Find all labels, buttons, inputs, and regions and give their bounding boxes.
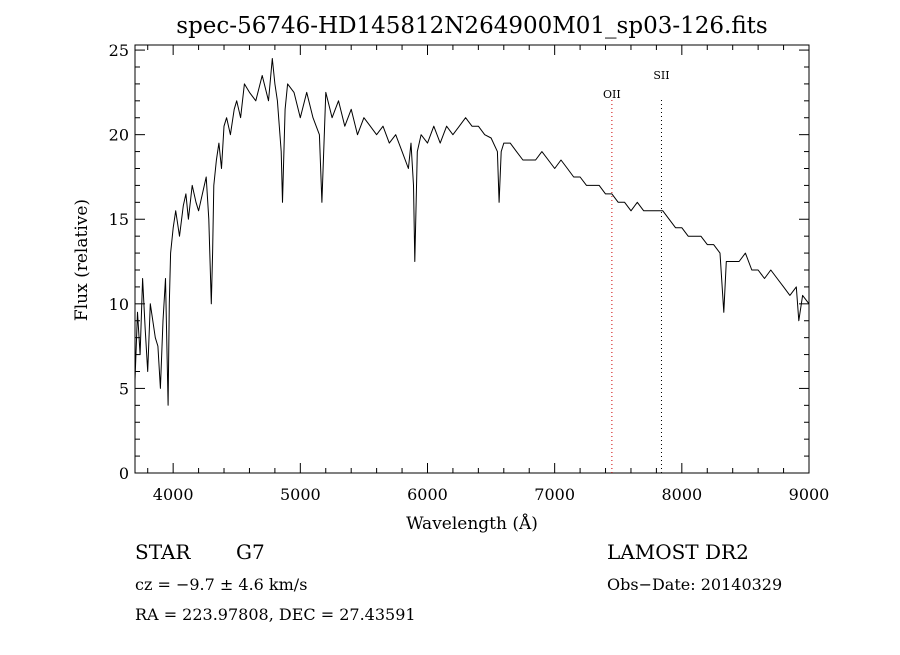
spectrum-line [134,58,810,406]
y-tick-label: 15 [109,210,129,229]
y-axis-label: Flux (relative) [72,199,92,321]
x-tick-label: 7000 [534,485,575,504]
redshift-velocity: cz = −9.7 ± 4.6 km/s [135,575,307,594]
y-tick-label: 25 [109,41,129,60]
chart-title: spec-56746-HD145812N264900M01_sp03-126.f… [176,13,767,39]
x-tick-label: 8000 [661,485,702,504]
y-tick-label: 0 [119,464,129,483]
y-tick-label: 20 [109,126,129,145]
x-tick-label: 5000 [280,485,321,504]
y-tick-label: 10 [109,295,129,314]
object-class: STAR [135,540,191,564]
y-tick-label: 5 [119,379,129,398]
plot-frame [134,44,810,474]
spectral-subclass: G7 [236,540,265,564]
x-tick-label: 6000 [407,485,448,504]
x-tick-label: 4000 [153,485,194,504]
sky-coordinates: RA = 223.97808, DEC = 27.43591 [135,605,416,624]
spectral-line-label: OII [603,88,621,101]
observation-date: Obs−Date: 20140329 [607,575,782,594]
spectral-line-label: SII [653,69,669,82]
x-tick-label: 9000 [789,485,830,504]
x-axis-label: Wavelength (Å) [406,513,538,534]
survey-release: LAMOST DR2 [607,540,749,564]
plot-area: 4000 5000 6000 7000 8000 9000 0 5 10 15 20 25 OII SII [109,41,830,504]
